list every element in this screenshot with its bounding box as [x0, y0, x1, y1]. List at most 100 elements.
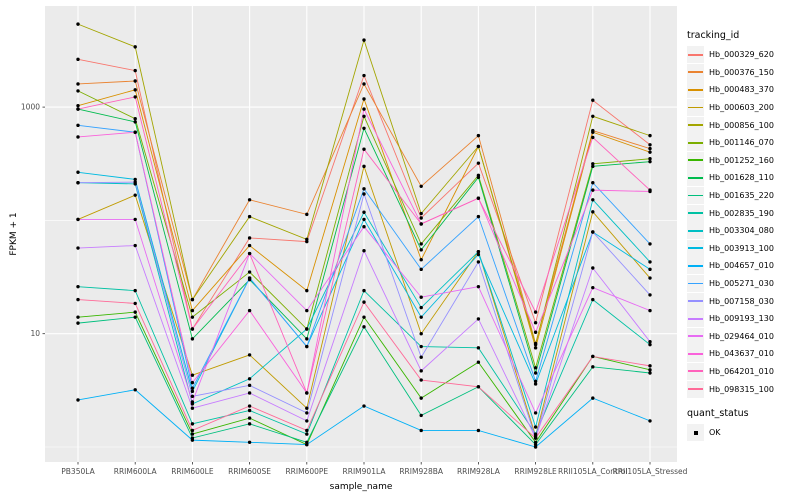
legend-key-swatch	[687, 151, 704, 169]
data-point	[591, 114, 595, 118]
data-point	[648, 267, 652, 272]
data-point	[419, 242, 423, 246]
legend-item-Hb_000483_370: Hb_000483_370	[687, 81, 799, 99]
data-point	[76, 315, 80, 319]
data-point	[476, 385, 481, 389]
legend-line-icon	[688, 335, 703, 338]
data-point	[476, 133, 481, 138]
data-point	[648, 364, 652, 368]
data-point	[190, 308, 195, 313]
data-point	[133, 217, 137, 222]
data-point	[362, 325, 366, 329]
data-point	[305, 419, 309, 423]
data-point	[648, 276, 652, 280]
data-point	[533, 411, 538, 415]
data-point	[247, 440, 252, 445]
data-point	[305, 237, 309, 242]
data-point	[76, 284, 80, 289]
x-tick-label: RRII105LA_Control	[558, 467, 628, 476]
legend-item-label: Hb_064201_010	[709, 366, 774, 376]
legend-key-swatch	[687, 345, 704, 363]
legend-item-label: Hb_098315_100	[709, 384, 774, 394]
data-point	[591, 297, 595, 302]
data-point	[648, 342, 652, 347]
data-point	[190, 380, 195, 385]
data-point	[533, 310, 538, 314]
data-point	[591, 365, 595, 369]
legend-line-icon	[688, 370, 703, 373]
legend-item-Hb_098315_100: Hb_098315_100	[687, 380, 799, 398]
data-point	[76, 135, 80, 139]
legend-item-Hb_005271_030: Hb_005271_030	[687, 275, 799, 293]
legend-item-label: Hb_000376_150	[709, 67, 774, 77]
data-point	[419, 344, 423, 349]
x-tick-label: RRIM600LE	[171, 467, 214, 476]
data-point	[648, 242, 652, 246]
data-point	[419, 355, 423, 359]
legend-item-Hb_000376_150: Hb_000376_150	[687, 63, 799, 82]
data-point	[591, 285, 595, 290]
data-point	[591, 266, 595, 270]
data-point	[533, 346, 538, 350]
data-point	[133, 68, 137, 73]
data-point	[247, 416, 252, 420]
legend-item-Hb_003913_100: Hb_003913_100	[687, 239, 799, 258]
data-point	[419, 248, 423, 252]
legend-item-Hb_001628_110: Hb_001628_110	[687, 169, 799, 187]
data-point	[419, 267, 423, 272]
data-point	[533, 379, 538, 384]
data-point	[591, 162, 595, 166]
data-point	[190, 432, 195, 436]
legend-key-swatch	[687, 362, 704, 380]
data-point	[648, 159, 652, 164]
data-point	[76, 297, 80, 302]
data-point	[648, 133, 652, 138]
data-point	[190, 389, 195, 394]
data-point	[247, 404, 252, 408]
data-point	[133, 301, 137, 306]
legend-title-quant-status: quant_status	[687, 407, 749, 419]
data-point	[591, 130, 595, 134]
legend-key-swatch	[687, 327, 704, 345]
legend-item-Hb_029464_010: Hb_029464_010	[687, 327, 799, 346]
data-point	[76, 103, 80, 108]
legend-key-swatch	[687, 380, 704, 398]
data-point	[476, 284, 481, 289]
legend-line-icon	[688, 352, 703, 355]
data-point	[591, 188, 595, 192]
data-point	[362, 315, 366, 319]
data-point	[133, 388, 137, 392]
data-point	[190, 337, 195, 341]
data-point	[305, 344, 309, 349]
data-point	[648, 419, 652, 423]
data-point	[305, 308, 309, 313]
legend-item-label: Hb_001252_160	[709, 155, 774, 165]
legend-item-label: Hb_000603_200	[709, 103, 774, 113]
data-point	[419, 211, 423, 216]
data-point	[533, 425, 538, 429]
x-tick-label: RRIM928BA	[399, 467, 444, 476]
data-point	[362, 404, 366, 408]
legend-key-swatch	[687, 275, 704, 293]
data-point	[648, 371, 652, 375]
data-point	[305, 428, 309, 433]
legend-key-swatch	[687, 169, 704, 187]
legend-line-icon	[688, 212, 703, 214]
data-point	[190, 422, 195, 426]
data-point	[648, 260, 652, 264]
data-point	[419, 396, 423, 400]
legend-item-label: Hb_003304_080	[709, 226, 774, 236]
y-tick-label: 10	[30, 329, 40, 338]
legend-title-tracking-id: tracking_id	[687, 30, 740, 41]
data-point	[190, 386, 195, 390]
legend-key-swatch	[687, 292, 704, 310]
data-point	[305, 327, 309, 331]
data-point	[419, 332, 423, 336]
legend-line-icon	[688, 106, 703, 109]
legend-item-Hb_001252_160: Hb_001252_160	[687, 151, 799, 170]
data-point	[533, 436, 538, 440]
data-point	[362, 97, 366, 101]
quant-status-key-swatch	[687, 424, 704, 442]
data-point	[247, 408, 252, 413]
